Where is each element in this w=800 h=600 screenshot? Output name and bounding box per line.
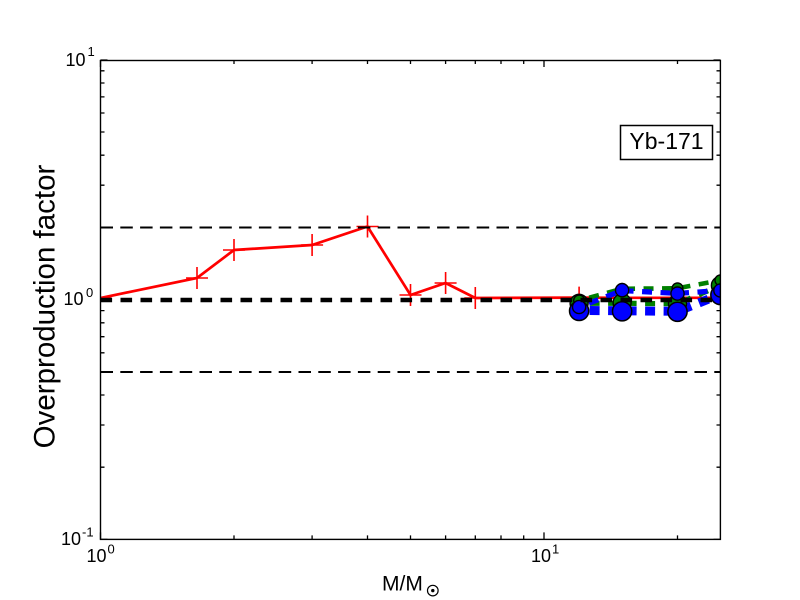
svg-text:Yb-171: Yb-171	[629, 128, 703, 154]
svg-text:Overproduction factor: Overproduction factor	[29, 164, 62, 448]
svg-text:10: 10	[61, 529, 81, 549]
svg-text:10: 10	[65, 50, 85, 70]
svg-text:1: 1	[88, 44, 95, 59]
svg-text:0: 0	[108, 542, 115, 557]
svg-text:10: 10	[63, 289, 83, 309]
svg-text:10: 10	[86, 546, 106, 566]
svg-text:1: 1	[552, 542, 559, 557]
svg-text:10: 10	[531, 546, 551, 566]
svg-text:0: 0	[86, 285, 93, 300]
svg-text:-1: -1	[82, 525, 94, 540]
svg-text:M/M: M/M	[382, 573, 423, 596]
